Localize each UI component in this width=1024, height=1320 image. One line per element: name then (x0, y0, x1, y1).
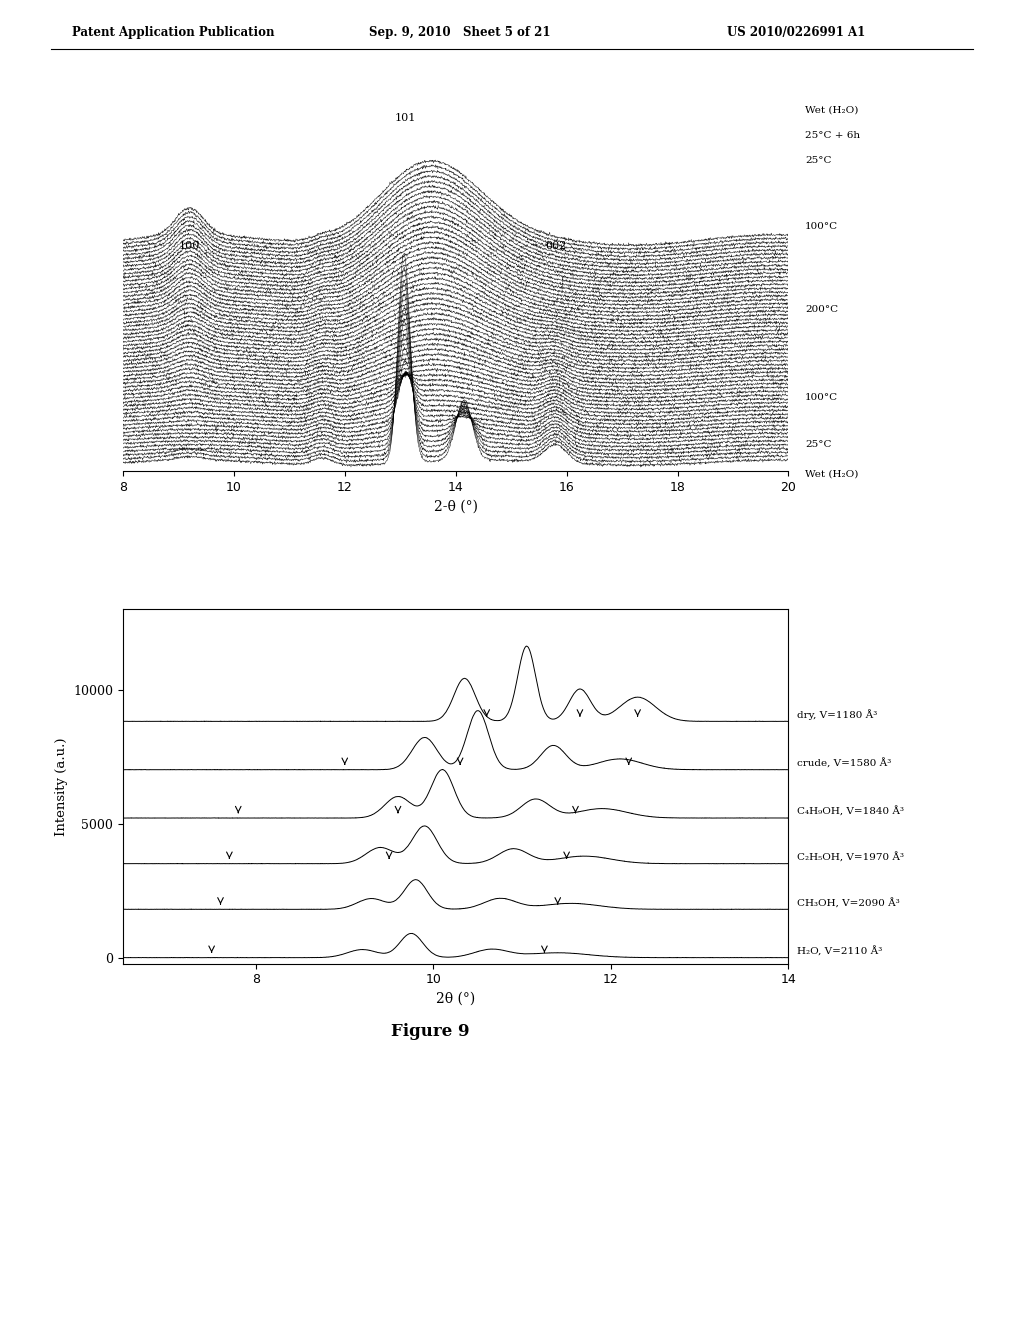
Text: 101: 101 (395, 112, 417, 123)
X-axis label: 2θ (°): 2θ (°) (436, 991, 475, 1006)
Text: 25°C: 25°C (805, 440, 831, 449)
Text: H₂O, V=2110 Å³: H₂O, V=2110 Å³ (798, 946, 883, 957)
Text: crude, V=1580 Å³: crude, V=1580 Å³ (798, 759, 892, 768)
Text: C₄H₉OH, V=1840 Å³: C₄H₉OH, V=1840 Å³ (798, 807, 904, 817)
Text: US 2010/0226991 A1: US 2010/0226991 A1 (727, 25, 865, 38)
X-axis label: 2-θ (°): 2-θ (°) (434, 499, 477, 513)
Text: Patent Application Publication: Patent Application Publication (72, 25, 274, 38)
Text: Figure 9: Figure 9 (391, 1023, 469, 1040)
Y-axis label: Intensity (a.u.): Intensity (a.u.) (54, 737, 68, 836)
Text: 100: 100 (179, 240, 200, 251)
Text: dry, V=1180 Å³: dry, V=1180 Å³ (798, 710, 878, 721)
Text: 200°C: 200°C (805, 305, 839, 314)
Text: 100°C: 100°C (805, 222, 839, 231)
Text: 25°C + 6h: 25°C + 6h (805, 131, 860, 140)
Text: 002: 002 (545, 240, 566, 251)
Text: Wet (H₂O): Wet (H₂O) (805, 470, 858, 478)
Text: 100°C: 100°C (805, 392, 839, 401)
Text: CH₃OH, V=2090 Å³: CH₃OH, V=2090 Å³ (798, 898, 900, 908)
Text: C₂H₅OH, V=1970 Å³: C₂H₅OH, V=1970 Å³ (798, 853, 904, 863)
Text: Sep. 9, 2010   Sheet 5 of 21: Sep. 9, 2010 Sheet 5 of 21 (369, 25, 550, 38)
Text: 25°C: 25°C (805, 156, 831, 165)
Text: Wet (H₂O): Wet (H₂O) (805, 106, 858, 115)
